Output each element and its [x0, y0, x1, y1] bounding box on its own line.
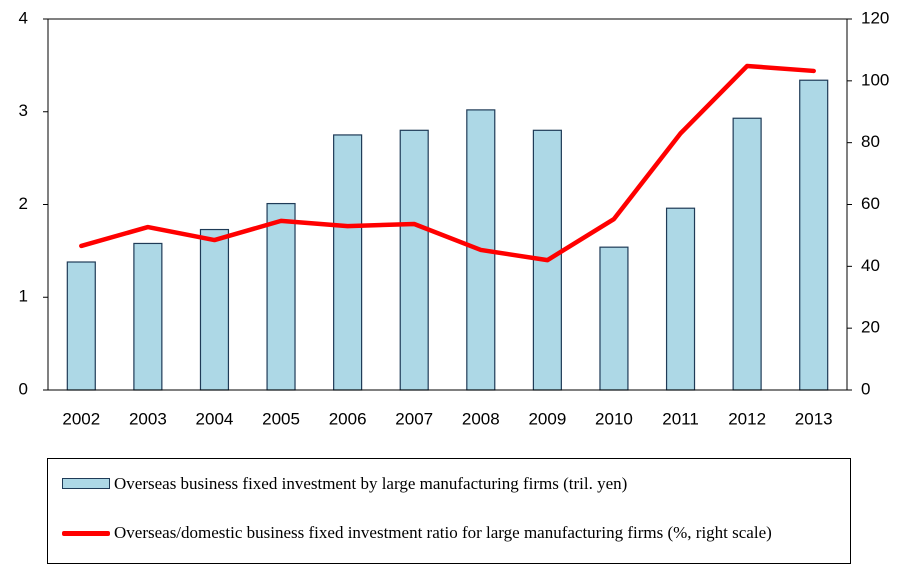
x-tick-label: 2012 — [728, 409, 766, 428]
legend-swatch — [62, 478, 110, 489]
y-tick-label: 2 — [19, 194, 28, 213]
y2-tick-label: 100 — [861, 70, 889, 89]
legend-entry: Overseas business fixed investment by la… — [62, 472, 834, 496]
y2-tick-label: 120 — [861, 8, 889, 27]
bar — [199, 228, 230, 391]
bar — [732, 117, 762, 391]
x-tick-label: 2002 — [62, 409, 100, 428]
bar — [399, 129, 429, 391]
legend-swatch — [62, 531, 110, 536]
x-tick-label: 2007 — [395, 409, 433, 428]
bar — [799, 79, 829, 391]
x-tick-label: 2010 — [595, 409, 633, 428]
x-tick-label: 2011 — [662, 409, 699, 428]
bar — [133, 242, 163, 391]
x-tick-label: 2004 — [196, 409, 234, 428]
y-tick-label: 4 — [19, 8, 28, 27]
x-tick-label: 2009 — [528, 409, 566, 428]
x-tick-label: 2008 — [462, 409, 500, 428]
y2-tick-label: 60 — [861, 194, 880, 213]
legend-label: Overseas/domestic business fixed investm… — [114, 523, 772, 542]
bar — [665, 207, 696, 391]
bar — [333, 134, 363, 391]
plot-frame — [47, 18, 848, 391]
legend: Overseas business fixed investment by la… — [47, 458, 851, 564]
y2-tick-label: 0 — [861, 379, 870, 398]
legend-entry: Overseas/domestic business fixed investm… — [62, 521, 834, 545]
y-tick-label: 3 — [19, 101, 28, 120]
x-tick-label: 2003 — [129, 409, 167, 428]
x-tick-label: 2013 — [795, 409, 833, 428]
legend-label: Overseas business fixed investment by la… — [114, 474, 628, 493]
line — [79, 63, 816, 263]
y-tick-label: 0 — [19, 379, 28, 398]
bar — [66, 261, 96, 391]
y2-tick-label: 20 — [861, 318, 880, 337]
y2-tick-label: 80 — [861, 132, 880, 151]
bar — [599, 246, 629, 391]
y2-tick-label: 40 — [861, 256, 880, 275]
x-tick-label: 2005 — [262, 409, 300, 428]
x-tick-label: 2006 — [329, 409, 367, 428]
bar — [266, 202, 296, 391]
y-tick-label: 1 — [19, 287, 28, 306]
